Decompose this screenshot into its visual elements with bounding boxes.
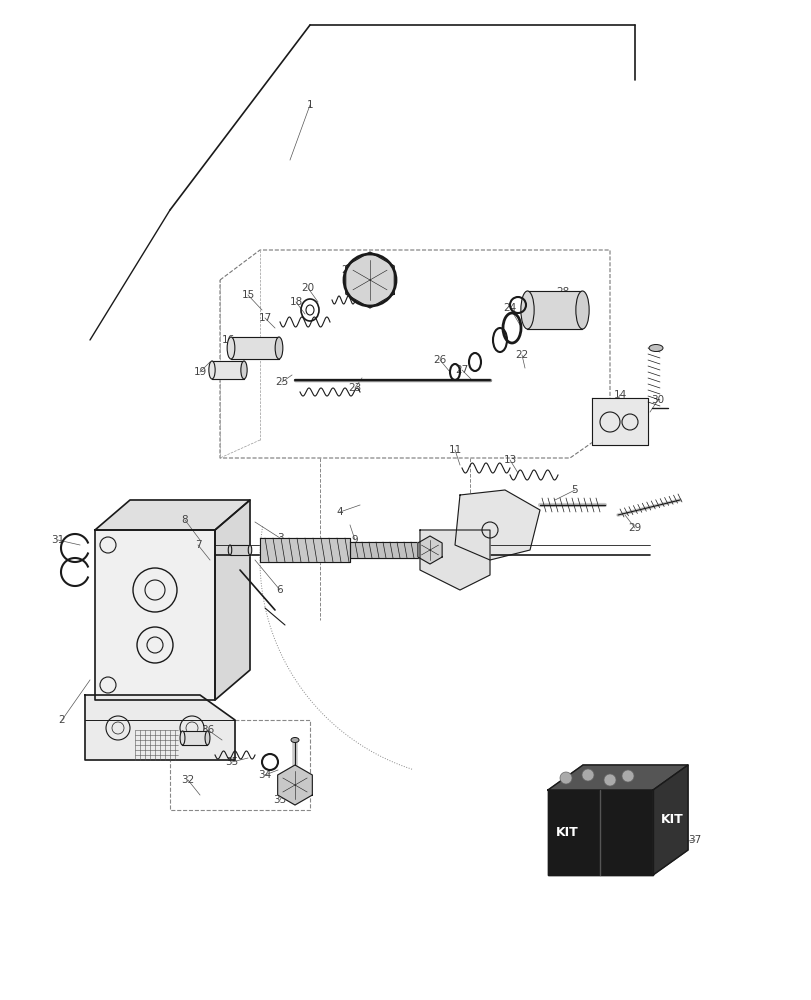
Text: KIT: KIT <box>660 813 683 826</box>
Text: 18: 18 <box>289 297 303 307</box>
Text: 1: 1 <box>307 100 313 110</box>
Text: 19: 19 <box>193 367 206 377</box>
Circle shape <box>621 770 633 782</box>
Text: 17: 17 <box>258 313 272 323</box>
Text: 37: 37 <box>688 835 701 845</box>
Text: 24: 24 <box>503 303 516 313</box>
Polygon shape <box>182 731 208 745</box>
Ellipse shape <box>227 337 234 359</box>
Text: 29: 29 <box>628 523 641 533</box>
Text: 31: 31 <box>51 535 65 545</box>
Text: 10: 10 <box>423 540 436 550</box>
Text: 8: 8 <box>182 515 188 525</box>
Ellipse shape <box>205 731 210 745</box>
Polygon shape <box>454 490 539 560</box>
Polygon shape <box>215 500 250 700</box>
Text: 2: 2 <box>58 715 65 725</box>
Text: 5: 5 <box>571 485 577 495</box>
Polygon shape <box>652 765 687 875</box>
Polygon shape <box>350 542 419 558</box>
Polygon shape <box>212 361 243 379</box>
Text: 7: 7 <box>195 540 201 550</box>
Text: 27: 27 <box>455 365 468 375</box>
Circle shape <box>560 772 571 784</box>
Ellipse shape <box>228 545 231 555</box>
Text: 36: 36 <box>201 725 214 735</box>
Text: 21: 21 <box>341 265 354 275</box>
Ellipse shape <box>648 344 663 352</box>
Polygon shape <box>527 291 581 329</box>
Ellipse shape <box>241 361 247 379</box>
Text: 4: 4 <box>337 507 343 517</box>
Text: 33: 33 <box>273 795 286 805</box>
Ellipse shape <box>275 337 282 359</box>
Text: 9: 9 <box>351 535 358 545</box>
Text: 32: 32 <box>181 775 195 785</box>
Text: 23: 23 <box>348 383 361 393</box>
Text: 16: 16 <box>221 335 234 345</box>
Text: 13: 13 <box>503 455 516 465</box>
Circle shape <box>603 774 616 786</box>
Text: 30: 30 <box>650 395 663 405</box>
Text: KIT: KIT <box>556 826 578 839</box>
Polygon shape <box>260 538 350 562</box>
Ellipse shape <box>290 738 298 742</box>
Ellipse shape <box>208 361 215 379</box>
Polygon shape <box>277 765 312 805</box>
Polygon shape <box>547 790 652 875</box>
Ellipse shape <box>575 291 589 329</box>
Polygon shape <box>230 545 250 555</box>
Text: 15: 15 <box>241 290 255 300</box>
Text: 22: 22 <box>515 350 528 360</box>
Ellipse shape <box>180 731 185 745</box>
Text: 28: 28 <box>556 287 569 297</box>
Text: 11: 11 <box>448 445 461 455</box>
Text: 14: 14 <box>612 390 626 400</box>
Polygon shape <box>85 695 234 760</box>
Text: 25: 25 <box>275 377 288 387</box>
Polygon shape <box>345 252 394 308</box>
Text: 34: 34 <box>258 770 272 780</box>
Polygon shape <box>547 765 687 790</box>
Polygon shape <box>95 530 215 700</box>
Text: 12: 12 <box>493 505 506 515</box>
Text: 6: 6 <box>277 585 283 595</box>
Ellipse shape <box>248 545 251 555</box>
Polygon shape <box>418 536 441 564</box>
Circle shape <box>581 769 594 781</box>
Text: 35: 35 <box>225 757 238 767</box>
Ellipse shape <box>520 291 534 329</box>
Polygon shape <box>95 500 250 530</box>
Polygon shape <box>230 337 279 359</box>
Polygon shape <box>419 530 489 590</box>
Text: 26: 26 <box>433 355 446 365</box>
Polygon shape <box>591 398 647 445</box>
Text: 20: 20 <box>301 283 314 293</box>
Text: 3: 3 <box>277 533 283 543</box>
